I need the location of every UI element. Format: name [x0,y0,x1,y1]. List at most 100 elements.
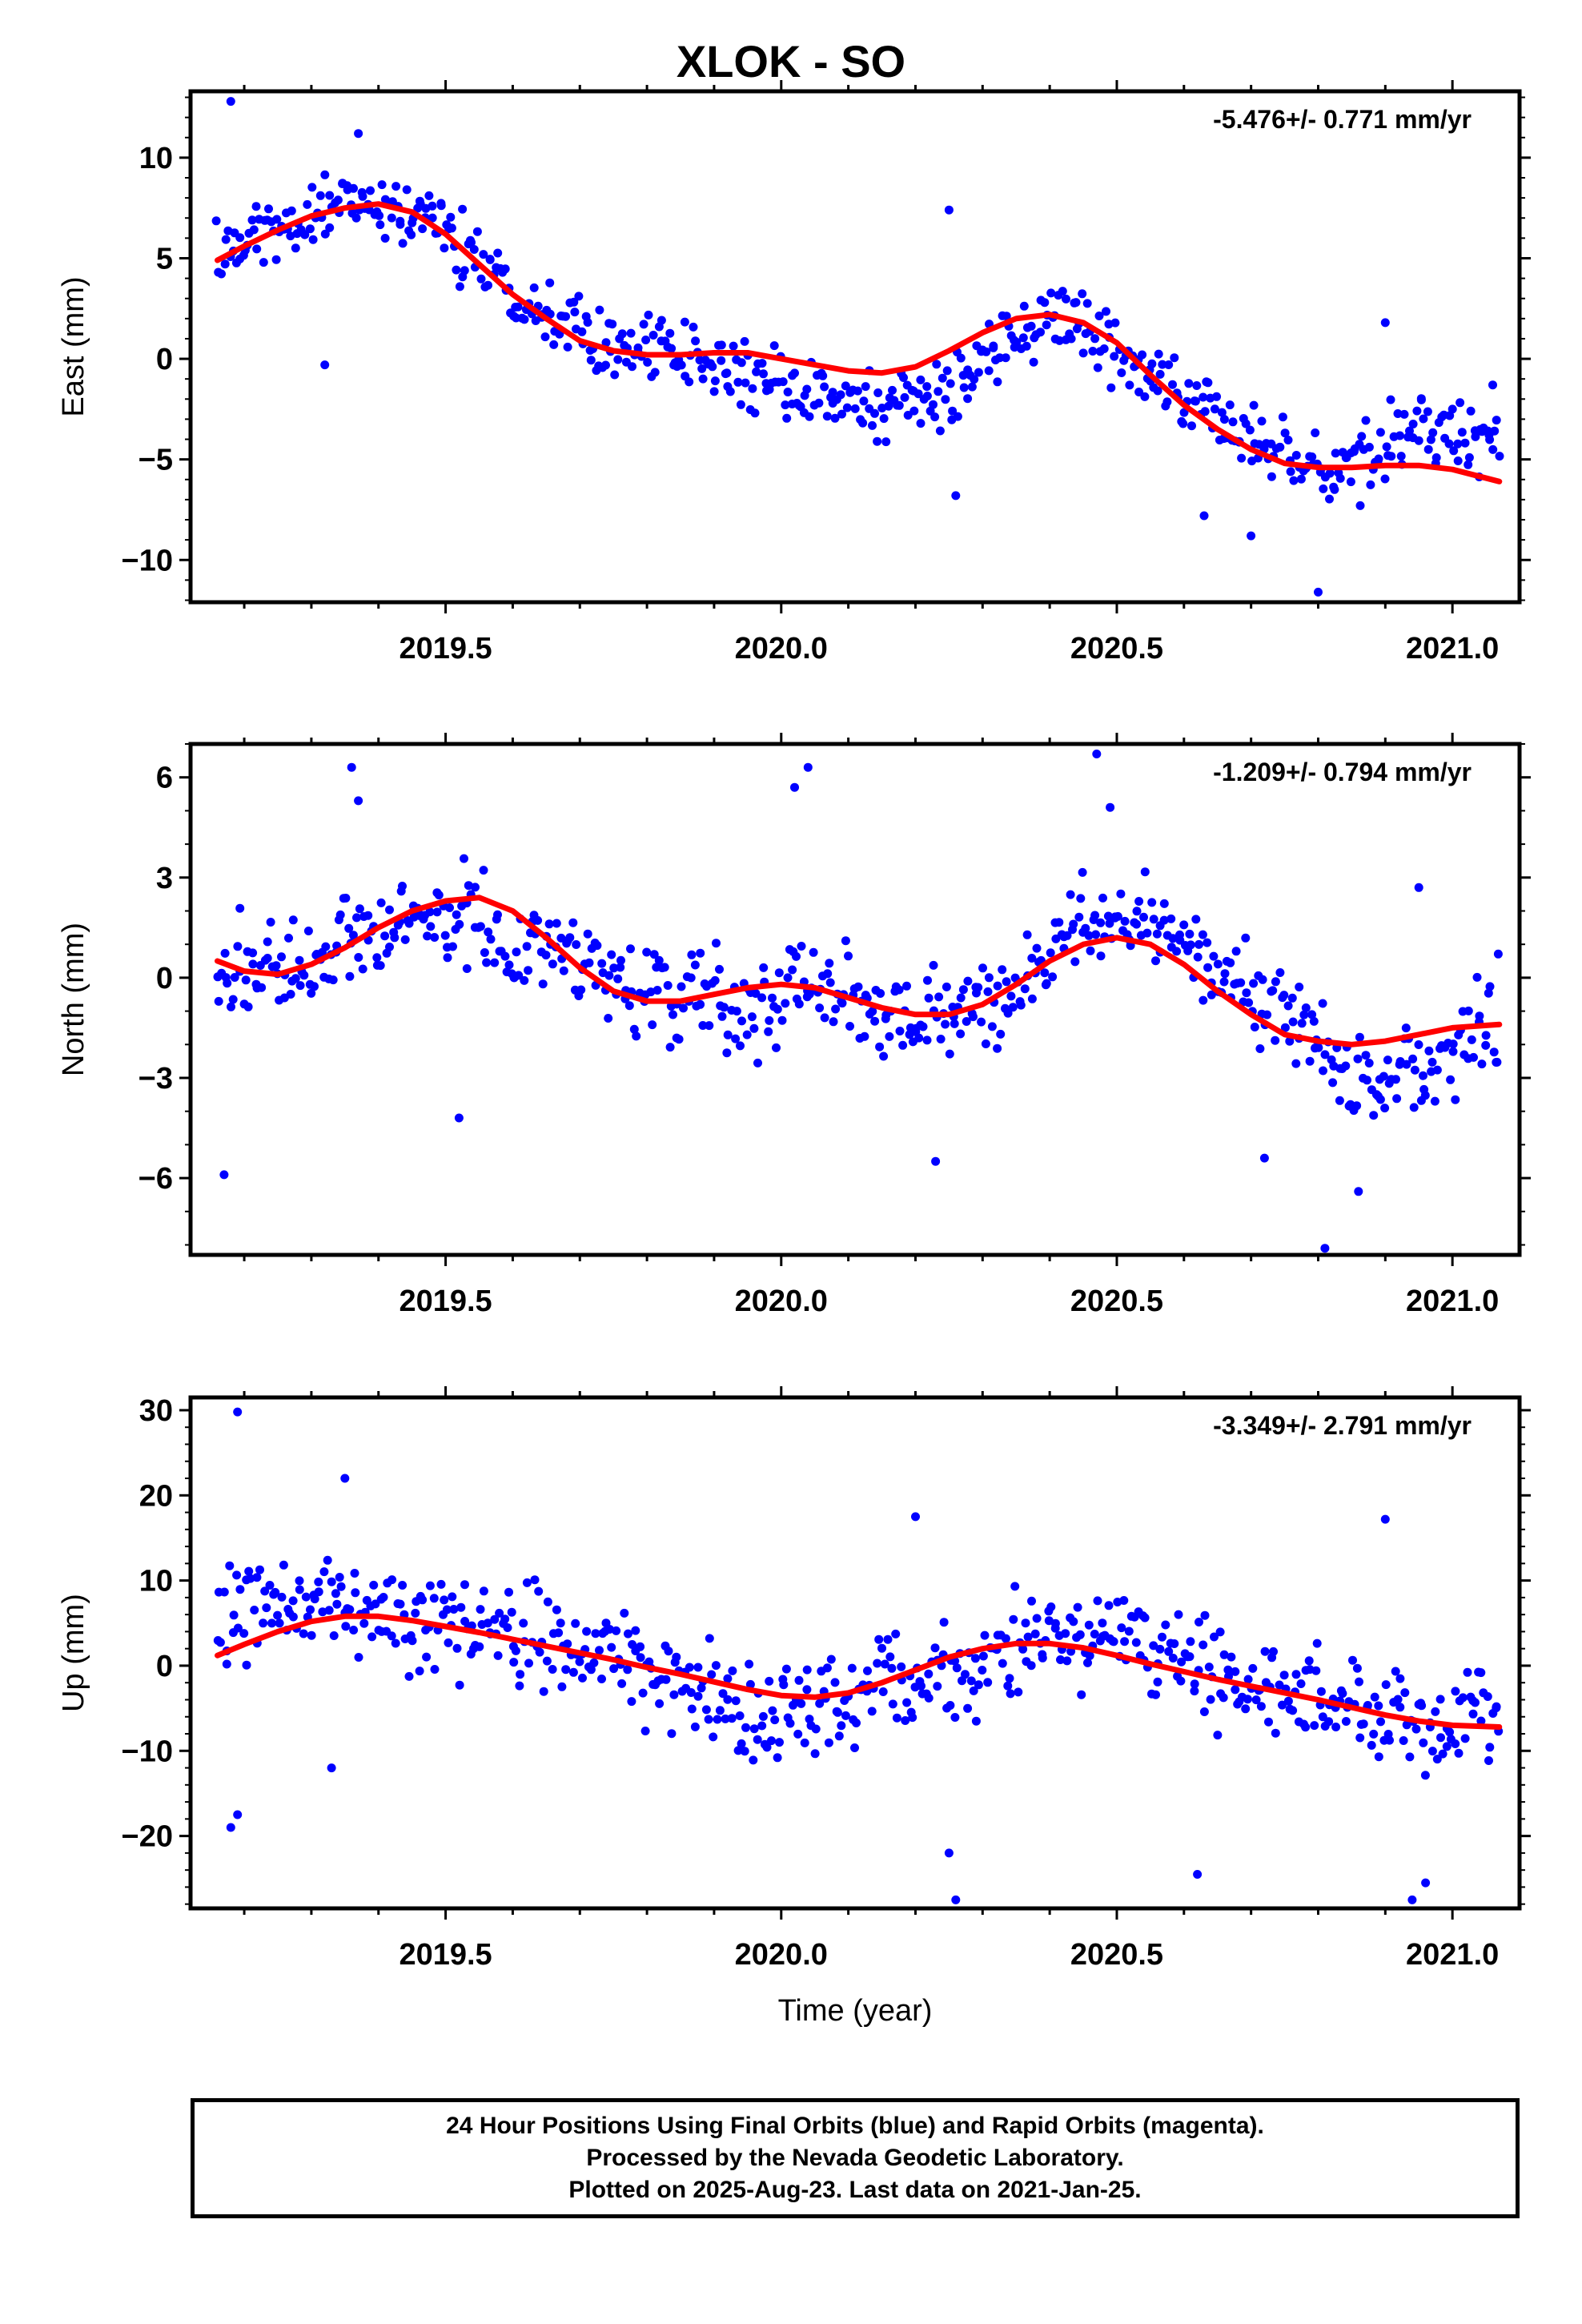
data-point [751,989,761,998]
y-tick-label: −5 [139,444,173,477]
x-tick-label: 2020.0 [735,1285,828,1318]
data-point [1245,425,1255,435]
data-point [933,1682,942,1691]
data-point [828,388,837,397]
data-point [974,1680,983,1690]
x-tick-label: 2020.5 [1070,632,1163,665]
data-point [643,357,652,367]
data-point [215,1638,225,1647]
data-point [1446,1075,1456,1084]
data-point [1427,1057,1437,1067]
data-point [875,1042,885,1051]
data-point [1174,1610,1183,1619]
data-point [870,408,879,418]
data-point [1409,1103,1419,1112]
data-point [1083,1658,1092,1667]
data-point-outlier [219,1170,229,1180]
data-point [745,1679,755,1689]
data-point [689,322,698,332]
data-point [993,981,1002,991]
data-point [1069,1617,1078,1626]
data-point [271,255,281,264]
data-point [331,1589,340,1598]
data-point [663,981,673,990]
data-point [568,918,578,927]
data-point [859,396,869,406]
data-point [1023,1632,1033,1642]
data-point [225,1561,235,1570]
data-point [1203,963,1213,972]
data-point [1484,1756,1493,1765]
data-point [556,933,566,943]
data-point [1191,396,1200,406]
data-point [1061,1629,1070,1638]
data-point [1154,349,1163,359]
data-point [930,412,940,422]
data-point [737,1739,746,1748]
data-point [448,1592,457,1602]
data-point [696,948,705,958]
data-point [1176,1676,1186,1686]
data-point [295,1585,304,1594]
data-point [601,360,610,370]
data-point [601,338,611,348]
data-point [402,185,412,195]
data-point [983,1678,993,1687]
plot-frame-2 [188,1395,1522,1911]
data-point [288,1596,298,1606]
data-point [822,412,832,421]
data-point [1488,444,1498,454]
data-point [847,1663,857,1673]
data-point [1269,1647,1278,1656]
data-point [516,1670,525,1679]
data-point [1099,344,1109,353]
data-point [548,1665,557,1674]
data-point [1134,897,1144,906]
data-point [367,1632,377,1642]
data-point [1286,467,1295,476]
data-point [1275,442,1285,452]
data-point [669,1690,679,1699]
data-point [793,1729,803,1739]
data-point [1387,452,1396,461]
data-point [306,1605,315,1614]
data-point [425,1581,435,1590]
data-point [1335,1096,1344,1105]
data-point [690,960,700,970]
data-point [1311,1666,1321,1675]
data-point [765,1676,774,1686]
data-point [609,1664,619,1674]
data-point [639,320,648,329]
data-point [1304,1656,1314,1666]
data-point [1369,1111,1379,1120]
data-point [520,315,529,324]
data-point-outlier [951,491,961,501]
data-point [584,958,594,967]
data-point [1410,1065,1419,1075]
y-axis-label: North (mm) [57,923,90,1076]
data-point [1297,1019,1307,1028]
data-point [1395,1703,1405,1712]
data-point [1331,448,1340,458]
data-point [552,919,561,928]
data-point [319,1567,329,1577]
data-point [1319,1066,1327,1076]
data-point [251,202,261,211]
data-point [1241,933,1251,943]
data-point-outlier [1488,380,1497,390]
data-point [239,1629,249,1638]
data-point [279,1560,288,1570]
data-point [648,331,658,340]
data-point [686,1688,696,1697]
data-point [363,911,373,920]
data-point [969,1012,978,1022]
data-point [705,1634,714,1643]
data-point [822,1663,832,1673]
data-point [1153,1677,1162,1687]
data-point [1162,397,1172,407]
data-point [607,950,616,959]
data-point [1279,991,1289,1000]
data-point [1219,1650,1229,1659]
data-point [424,191,434,200]
data-point [1289,476,1299,485]
